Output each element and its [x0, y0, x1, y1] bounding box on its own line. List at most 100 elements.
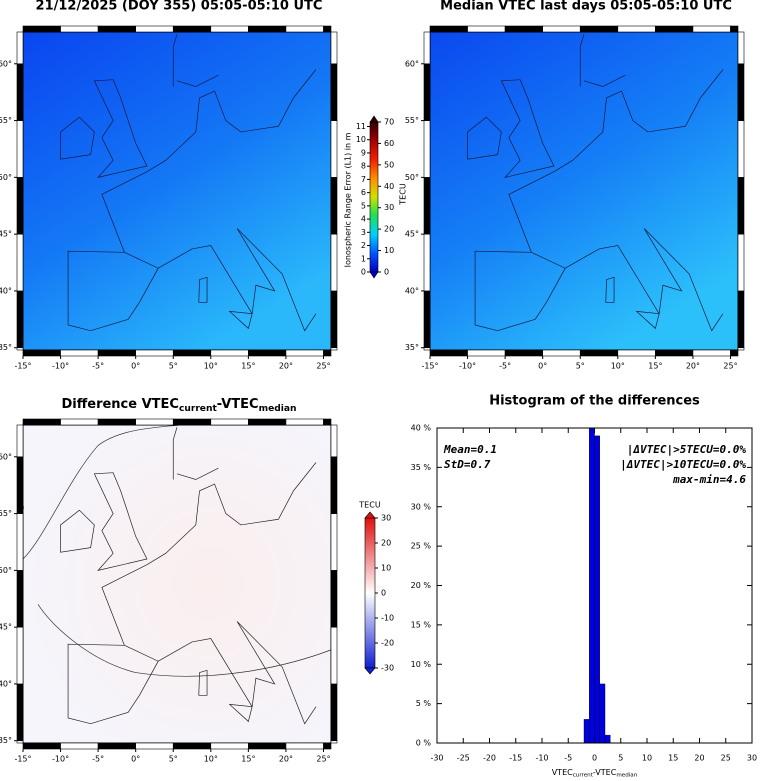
- frame-block: [542, 25, 581, 33]
- frame-block: [210, 349, 249, 357]
- frame-block: [323, 742, 332, 750]
- colorbar: [364, 517, 376, 669]
- lon-tick-label: 0°: [538, 362, 547, 371]
- frame-block: [737, 177, 745, 235]
- frame-block: [285, 742, 324, 750]
- frame-block: [423, 290, 431, 349]
- frame-block: [737, 63, 745, 121]
- frame-block: [730, 25, 739, 33]
- y-tick-label: 20 %: [411, 581, 432, 590]
- colorbar-tick-label: 30: [384, 203, 394, 212]
- colorbar-label: TECU: [358, 501, 381, 510]
- frame-block: [97, 25, 136, 33]
- lon-tick-label: 20°: [279, 362, 293, 371]
- colorbar-arrow: [369, 115, 379, 123]
- frame-block: [97, 349, 136, 357]
- frame-block: [135, 742, 174, 750]
- colorbar-tick-label: 70: [384, 118, 394, 127]
- title-part: VTEC: [552, 768, 573, 777]
- frame-block: [16, 740, 24, 744]
- colorbar-tick-label: -20: [381, 639, 394, 648]
- frame-block: [737, 290, 745, 349]
- y-tick-label: 30 %: [411, 502, 432, 511]
- frame-block: [60, 418, 99, 426]
- colorbar-tick-label: 3: [361, 228, 366, 237]
- lon-tick-label: 25°: [316, 755, 330, 764]
- frame-block: [22, 25, 61, 33]
- annotation: |ΔVTEC|>10TECU=0.0%: [620, 458, 746, 471]
- lat-tick-label: 55°: [0, 116, 12, 125]
- colorbar-tick-label: 4: [361, 215, 366, 224]
- colorbar-label: Ionospheric Range Error (L1) in m: [344, 132, 353, 267]
- lon-tick-label: -5°: [92, 755, 104, 764]
- bar: [604, 734, 611, 744]
- lat-tick-label: 45°: [0, 623, 12, 632]
- map-field: [430, 32, 738, 350]
- frame-block: [323, 25, 332, 33]
- colorbar-tick-label: 7: [361, 175, 366, 184]
- colorbar-arrow: [369, 271, 379, 279]
- colorbar-tick-label: 0: [381, 589, 386, 598]
- x-tick-label: 25: [721, 754, 731, 763]
- frame-block: [323, 418, 332, 426]
- subscript: current: [179, 403, 217, 413]
- frame-block: [16, 456, 24, 514]
- frame-block: [330, 683, 338, 742]
- frame-block: [330, 513, 338, 571]
- title-part: -VTEC: [593, 768, 617, 777]
- frame-block: [429, 25, 468, 33]
- colorbar-tick-label: 1: [361, 254, 366, 263]
- frame-block: [60, 742, 99, 750]
- colorbar-tick-label: 2: [361, 241, 366, 250]
- frame-block: [248, 349, 287, 357]
- frame-block: [330, 570, 338, 628]
- y-tick-label: 0 %: [416, 739, 432, 748]
- x-tick-label: 10: [642, 754, 652, 763]
- map-field: [23, 425, 331, 743]
- frame-block: [285, 349, 324, 357]
- frame-block: [22, 742, 61, 750]
- frame-block: [504, 25, 543, 33]
- colorbar-tick-label: 8: [361, 162, 366, 171]
- frame-block: [330, 120, 338, 178]
- frame-block: [16, 347, 24, 351]
- colorbar-tick-label: 0: [384, 268, 389, 277]
- frame-block: [16, 233, 24, 292]
- coastline: [60, 427, 317, 725]
- lon-tick-label: 15°: [241, 755, 255, 764]
- lat-tick-label: 55°: [0, 509, 12, 518]
- frame-block: [16, 424, 24, 458]
- colorbar-tick-label: 10: [384, 246, 394, 255]
- y-tick-label: 35 %: [411, 463, 432, 472]
- frame-block: [330, 424, 338, 458]
- lat-tick-label: 60°: [0, 452, 12, 461]
- frame-block: [60, 25, 99, 33]
- lat-tick-label: 40°: [0, 679, 12, 688]
- lat-tick-label: 45°: [405, 230, 419, 239]
- frame-block: [330, 233, 338, 292]
- frame-block: [135, 25, 174, 33]
- frame-block: [330, 177, 338, 235]
- lon-tick-label: 25°: [723, 362, 737, 371]
- lon-tick-label: -15°: [14, 362, 31, 371]
- x-tick-label: 30: [747, 754, 757, 763]
- colorbar-arrow: [364, 511, 376, 519]
- lat-tick-label: 40°: [405, 286, 419, 295]
- lon-tick-label: -5°: [92, 362, 104, 371]
- frame-block: [210, 742, 249, 750]
- frame-block: [22, 418, 61, 426]
- frame-block: [16, 570, 24, 628]
- x-tick-label: -15: [509, 754, 522, 763]
- lat-tick-label: 60°: [405, 59, 419, 68]
- title-part: -VTEC: [217, 397, 259, 412]
- frame-block: [504, 349, 543, 357]
- colorbar-tick-label: -10: [381, 614, 394, 623]
- annotation: Mean=0.1: [443, 443, 497, 456]
- frame-block: [423, 31, 431, 65]
- contour-line: [22, 424, 332, 677]
- colorbar-tick-label: 50: [384, 160, 394, 169]
- y-tick-label: 25 %: [411, 542, 432, 551]
- frame-block: [423, 347, 431, 351]
